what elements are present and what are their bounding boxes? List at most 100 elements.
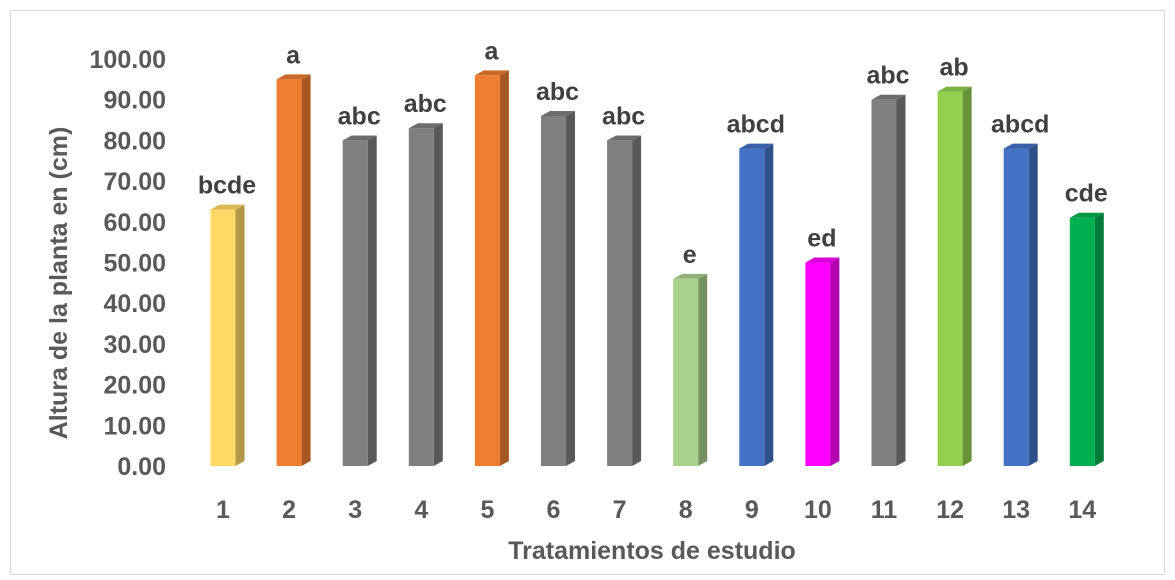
bar-top xyxy=(607,135,642,141)
y-tick-label: 20.00 xyxy=(103,372,166,400)
bar-top xyxy=(408,123,443,129)
bar-side xyxy=(235,204,245,466)
bar-top xyxy=(805,257,840,263)
y-tick-label: 100.00 xyxy=(90,46,166,74)
y-tick-label: 90.00 xyxy=(103,87,166,115)
bar-side xyxy=(698,273,708,466)
bar-front xyxy=(607,140,633,466)
bar-side xyxy=(962,86,972,467)
data-label: abcd xyxy=(991,111,1049,139)
x-tick-label: 1 xyxy=(216,496,230,524)
bar-side xyxy=(367,135,377,466)
y-tick-label: 60.00 xyxy=(103,209,166,237)
bar-top xyxy=(474,70,509,76)
bar-2 xyxy=(276,74,311,467)
y-tick-label: 0.00 xyxy=(117,453,166,481)
data-label: abcd xyxy=(727,111,785,139)
bar-12 xyxy=(937,86,972,467)
bar-11 xyxy=(871,94,906,466)
data-label: a xyxy=(286,41,301,69)
bar-front xyxy=(342,140,368,466)
x-tick-label: 2 xyxy=(282,496,296,524)
bar-top xyxy=(210,204,245,210)
chart-frame: 0.00 10.00 20.00 30.00 40.00 50.00 60.00 70.00 8… xyxy=(10,10,1165,575)
x-tick-label: 6 xyxy=(547,496,561,524)
bar-front xyxy=(871,99,897,466)
bar-front xyxy=(1069,217,1095,466)
bar-9 xyxy=(739,143,774,467)
y-tick-label: 50.00 xyxy=(103,250,166,278)
bar-front xyxy=(541,115,566,466)
x-axis-title: Tratamientos de estudio xyxy=(508,537,796,565)
bar-top xyxy=(342,135,377,141)
y-tick-label: 10.00 xyxy=(103,412,166,440)
bar-8 xyxy=(673,273,708,466)
bar-top xyxy=(1003,143,1038,149)
bar-front xyxy=(937,91,963,466)
bar-side xyxy=(499,70,509,466)
bar-top xyxy=(937,86,972,92)
x-tick-label: 5 xyxy=(480,496,494,524)
data-label: bcde xyxy=(198,172,256,200)
bar-chart: 0.00 10.00 20.00 30.00 40.00 50.00 60.00 70.00 8… xyxy=(45,37,1108,565)
bar-front xyxy=(276,79,302,466)
bar-top xyxy=(541,111,575,116)
bar-side xyxy=(301,74,311,467)
data-label: cde xyxy=(1065,180,1108,208)
bar-side xyxy=(433,123,443,467)
x-tick-label: 13 xyxy=(1002,496,1030,524)
bar-5 xyxy=(474,70,509,466)
bar-side xyxy=(1028,143,1038,466)
bar-side xyxy=(632,135,642,466)
bar-top xyxy=(739,143,774,149)
x-tick-label: 9 xyxy=(745,496,759,524)
bar-side xyxy=(896,94,906,466)
y-tick-label: 30.00 xyxy=(103,331,166,359)
bar-6 xyxy=(541,111,575,466)
y-tick-label: 80.00 xyxy=(103,127,166,155)
data-label: a xyxy=(484,37,499,65)
bar-3 xyxy=(342,135,377,466)
x-tick-label: 8 xyxy=(679,496,693,524)
bar-top xyxy=(276,74,311,80)
bar-side xyxy=(830,257,840,466)
data-label: abc xyxy=(602,102,645,130)
bar-front xyxy=(1003,148,1029,467)
bar-front xyxy=(805,262,831,466)
bar-top xyxy=(673,273,708,279)
data-label: abc xyxy=(404,90,447,118)
x-tick-label: 11 xyxy=(871,496,898,524)
y-tick-label: 40.00 xyxy=(103,290,166,318)
bar-1 xyxy=(210,204,245,466)
data-label: ed xyxy=(807,225,836,253)
x-tick-label: 3 xyxy=(348,496,362,524)
x-tick-label: 12 xyxy=(936,496,964,524)
bar-front xyxy=(474,75,500,466)
x-tick-label: 14 xyxy=(1068,496,1096,524)
bar-14 xyxy=(1069,212,1104,466)
x-axis-ticks: 1 2 3 4 5 6 7 8 9 10 11 12 13 14 xyxy=(216,496,1096,524)
x-tick-label: 7 xyxy=(613,496,627,524)
bars xyxy=(210,70,1104,467)
bar-front xyxy=(210,209,236,466)
data-label: abc xyxy=(866,62,909,90)
data-label: abc xyxy=(338,102,381,130)
bar-10 xyxy=(805,257,840,466)
y-axis-title: Altura de la planta en (cm) xyxy=(45,127,73,440)
bar-side xyxy=(1094,212,1104,466)
bar-top xyxy=(1069,212,1104,218)
x-tick-label: 4 xyxy=(414,496,428,524)
data-label: e xyxy=(683,241,697,269)
y-tick-label: 70.00 xyxy=(103,168,166,196)
y-axis-ticks: 0.00 10.00 20.00 30.00 40.00 50.00 60.00 70.00 8… xyxy=(90,46,166,481)
bar-13 xyxy=(1003,143,1038,467)
bar-side xyxy=(764,143,774,466)
x-tick-label: 10 xyxy=(804,496,832,524)
bar-top xyxy=(871,94,906,100)
bar-front xyxy=(408,128,434,466)
bar-side xyxy=(566,111,575,466)
data-label: ab xyxy=(940,54,969,82)
bar-4 xyxy=(408,123,443,467)
bar-7 xyxy=(607,135,642,466)
